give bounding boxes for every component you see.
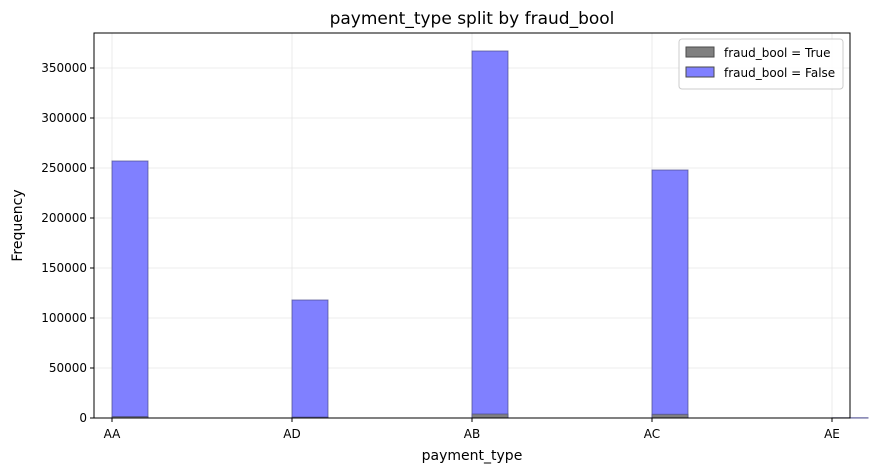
x-axis-title: payment_type (422, 448, 523, 464)
bar-false-ab (471, 50, 509, 419)
bar-true-ac (651, 413, 689, 419)
bar-false-ac (651, 169, 689, 419)
legend-swatch (685, 46, 715, 58)
y-tick-label: 50000 (49, 361, 87, 375)
legend: fraud_bool = True fraud_bool = False (678, 38, 844, 90)
bar-false-ad (291, 299, 329, 419)
legend-label: fraud_bool = True (724, 46, 831, 60)
y-tick-label: 0 (79, 411, 87, 425)
y-tick-label: 300000 (41, 111, 87, 125)
legend-swatch (685, 66, 715, 78)
y-tick-label: 100000 (41, 311, 87, 325)
bar-true-ab (471, 413, 509, 419)
y-tick-label: 200000 (41, 211, 87, 225)
chart-title: payment_type split by fraud_bool (330, 9, 615, 29)
x-tick-label: AA (104, 427, 122, 441)
legend-box (678, 38, 844, 90)
x-tick-label: AC (644, 427, 660, 441)
bars (111, 50, 869, 419)
x-tick-label: AD (283, 427, 300, 441)
y-tick-label: 150000 (41, 261, 87, 275)
y-axis-title: Frequency (10, 189, 26, 261)
y-tick-label: 350000 (41, 61, 87, 75)
x-tick-label: AE (824, 427, 840, 441)
legend-label: fraud_bool = False (724, 66, 835, 80)
bar-false-aa (111, 160, 149, 419)
x-axis-ticks: AA AD AB AC AE (104, 418, 840, 441)
y-axis-ticks: 0 50000 100000 150000 200000 250000 300000 3500… (41, 61, 94, 425)
y-tick-label: 250000 (41, 161, 87, 175)
x-tick-label: AB (464, 427, 480, 441)
